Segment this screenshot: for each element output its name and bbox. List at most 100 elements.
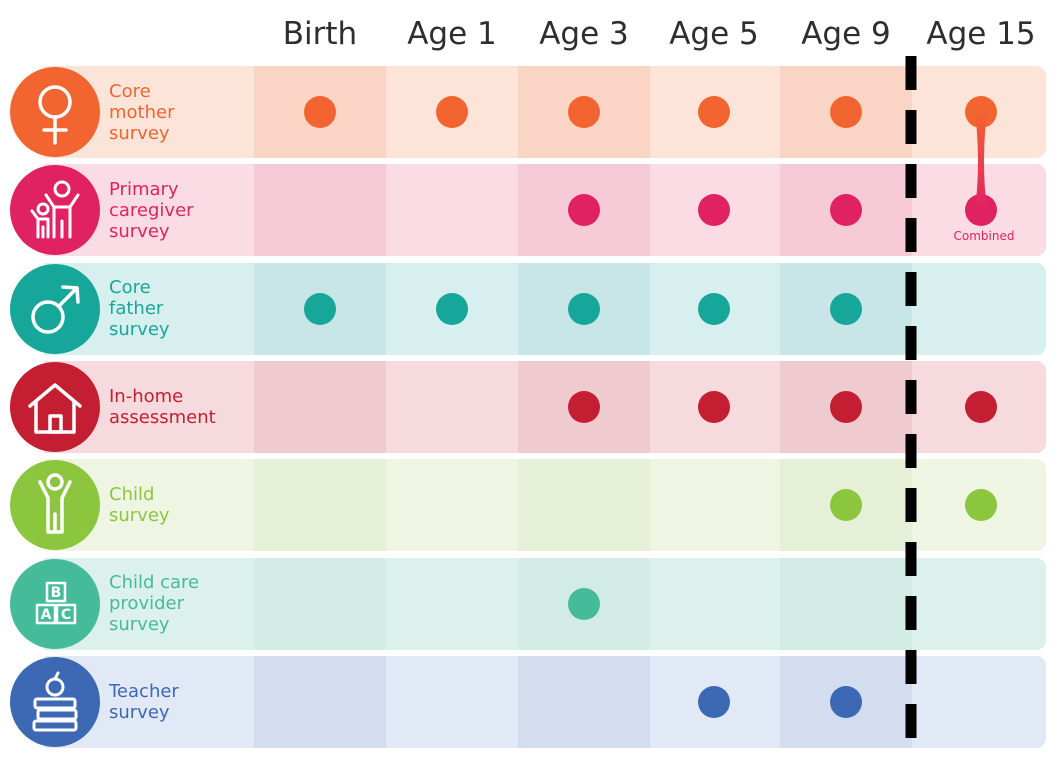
female-symbol-icon bbox=[10, 67, 100, 157]
dot-core-father-survey-age-9 bbox=[830, 292, 862, 325]
svg-text:A: A bbox=[41, 607, 52, 623]
dot-child-survey-age-9 bbox=[830, 489, 862, 522]
combined-connector bbox=[975, 112, 987, 211]
row-child-survey: Child survey bbox=[0, 459, 1057, 552]
row-label: Core father survey bbox=[109, 263, 259, 355]
row-label-line: Child care bbox=[109, 572, 200, 593]
dot-core-mother-survey-age-5 bbox=[698, 96, 730, 128]
child-icon bbox=[10, 460, 100, 551]
row-label: Teacher survey bbox=[109, 656, 259, 748]
cell-age-15 bbox=[912, 557, 1046, 650]
dot-primary-caregiver-survey-age-5 bbox=[698, 194, 730, 227]
cell-birth bbox=[254, 164, 386, 257]
column-header-age-3: Age 3 bbox=[539, 16, 629, 52]
dot-in-home-assessment-age-3 bbox=[568, 390, 600, 423]
abc-blocks-icon-glyph: BA C bbox=[35, 581, 77, 624]
column-header-age-15: Age 15 bbox=[926, 16, 1036, 52]
cell-birth bbox=[254, 360, 386, 453]
cell-age-1 bbox=[386, 655, 518, 748]
row-label: In-home assessment bbox=[109, 361, 259, 453]
dot-core-father-survey-birth bbox=[304, 292, 336, 325]
row-child-care-provider-survey: B A C Child care provider survey bbox=[0, 557, 1057, 650]
row-band bbox=[44, 655, 1046, 748]
dot-in-home-assessment-age-9 bbox=[830, 390, 862, 423]
row-label-line: survey bbox=[109, 701, 170, 723]
row-band bbox=[44, 164, 1046, 257]
cell-birth bbox=[254, 557, 386, 650]
cell-age-3 bbox=[518, 459, 650, 552]
dot-core-father-survey-age-5 bbox=[698, 292, 730, 325]
row-label-line: Teacher bbox=[109, 680, 179, 702]
column-header-age-9: Age 9 bbox=[801, 16, 891, 52]
dot-primary-caregiver-survey-age-3 bbox=[568, 194, 600, 227]
row-band bbox=[44, 557, 1046, 650]
row-label-line: Child bbox=[109, 484, 155, 506]
dot-core-mother-survey-age-3 bbox=[568, 96, 600, 128]
cell-birth bbox=[254, 459, 386, 552]
parent-child-icon-glyph bbox=[30, 180, 80, 239]
dot-teacher-survey-age-5 bbox=[698, 685, 730, 718]
cell-age-1 bbox=[386, 360, 518, 453]
row-label-line: father bbox=[109, 298, 164, 320]
house-icon bbox=[10, 361, 100, 452]
dot-in-home-assessment-age-15 bbox=[965, 390, 997, 423]
dot-core-mother-survey-birth bbox=[304, 96, 336, 128]
row-core-father-survey: Core father survey bbox=[0, 262, 1057, 355]
wave-divider-line bbox=[905, 56, 917, 756]
combined-link bbox=[975, 112, 987, 211]
dot-teacher-survey-age-9 bbox=[830, 685, 862, 718]
dot-core-father-survey-age-1 bbox=[436, 292, 468, 325]
cell-birth bbox=[254, 655, 386, 748]
female-symbol-icon-glyph bbox=[38, 85, 72, 145]
cell-age-1 bbox=[386, 557, 518, 650]
apple-books-icon bbox=[10, 656, 100, 747]
house-icon-glyph bbox=[28, 383, 82, 434]
dot-child-care-provider-survey-age-3 bbox=[568, 587, 600, 620]
row-band bbox=[44, 262, 1046, 355]
row-label: Child survey bbox=[109, 459, 259, 551]
combined-label: Combined bbox=[953, 229, 1015, 243]
cell-age-1 bbox=[386, 164, 518, 257]
row-band bbox=[44, 459, 1046, 552]
dot-child-survey-age-15 bbox=[965, 489, 997, 522]
cell-age-3 bbox=[518, 655, 650, 748]
row-label-line: survey bbox=[109, 220, 170, 242]
parent-child-icon bbox=[10, 165, 100, 256]
row-label: Core mother survey bbox=[109, 66, 259, 158]
column-header-age-5: Age 5 bbox=[669, 16, 759, 52]
row-primary-caregiver-survey: Primary caregiver survey bbox=[0, 164, 1057, 257]
svg-text:B: B bbox=[51, 585, 62, 601]
row-label-line: caregiver bbox=[109, 199, 194, 221]
dot-primary-caregiver-survey-age-9 bbox=[830, 194, 862, 227]
row-core-mother-survey: Core mother survey bbox=[0, 66, 1057, 158]
column-header-birth: Birth bbox=[282, 16, 358, 52]
cell-age-15 bbox=[912, 262, 1046, 355]
cell-age-5 bbox=[650, 557, 780, 650]
cell-age-9 bbox=[780, 557, 912, 650]
row-label-line: Core bbox=[109, 277, 151, 299]
cell-age-15 bbox=[912, 655, 1046, 748]
dot-core-mother-survey-age-9 bbox=[830, 96, 862, 128]
dot-core-mother-survey-age-1 bbox=[436, 96, 468, 128]
row-label: Child care provider survey bbox=[109, 558, 259, 650]
row-teacher-survey: Teacher survey bbox=[0, 655, 1057, 748]
dot-core-father-survey-age-3 bbox=[568, 292, 600, 325]
svg-text:C: C bbox=[61, 607, 71, 623]
row-in-home-assessment: In-home assessment bbox=[0, 360, 1057, 453]
dot-in-home-assessment-age-5 bbox=[698, 390, 730, 423]
column-header-age-1: Age 1 bbox=[407, 16, 497, 52]
apple-books-icon-glyph bbox=[32, 671, 78, 732]
row-label: Primary caregiver survey bbox=[109, 164, 259, 256]
row-label-line: survey bbox=[109, 614, 170, 635]
row-label-line: mother bbox=[109, 101, 175, 123]
row-label-line: survey bbox=[109, 122, 170, 144]
cell-age-1 bbox=[386, 459, 518, 552]
row-label-line: Core bbox=[109, 80, 151, 102]
male-symbol-icon bbox=[10, 263, 100, 354]
row-label-line: In-home bbox=[109, 385, 184, 407]
cell-age-5 bbox=[650, 459, 780, 552]
male-symbol-icon-glyph bbox=[31, 284, 80, 334]
row-label-line: assessment bbox=[109, 406, 216, 428]
